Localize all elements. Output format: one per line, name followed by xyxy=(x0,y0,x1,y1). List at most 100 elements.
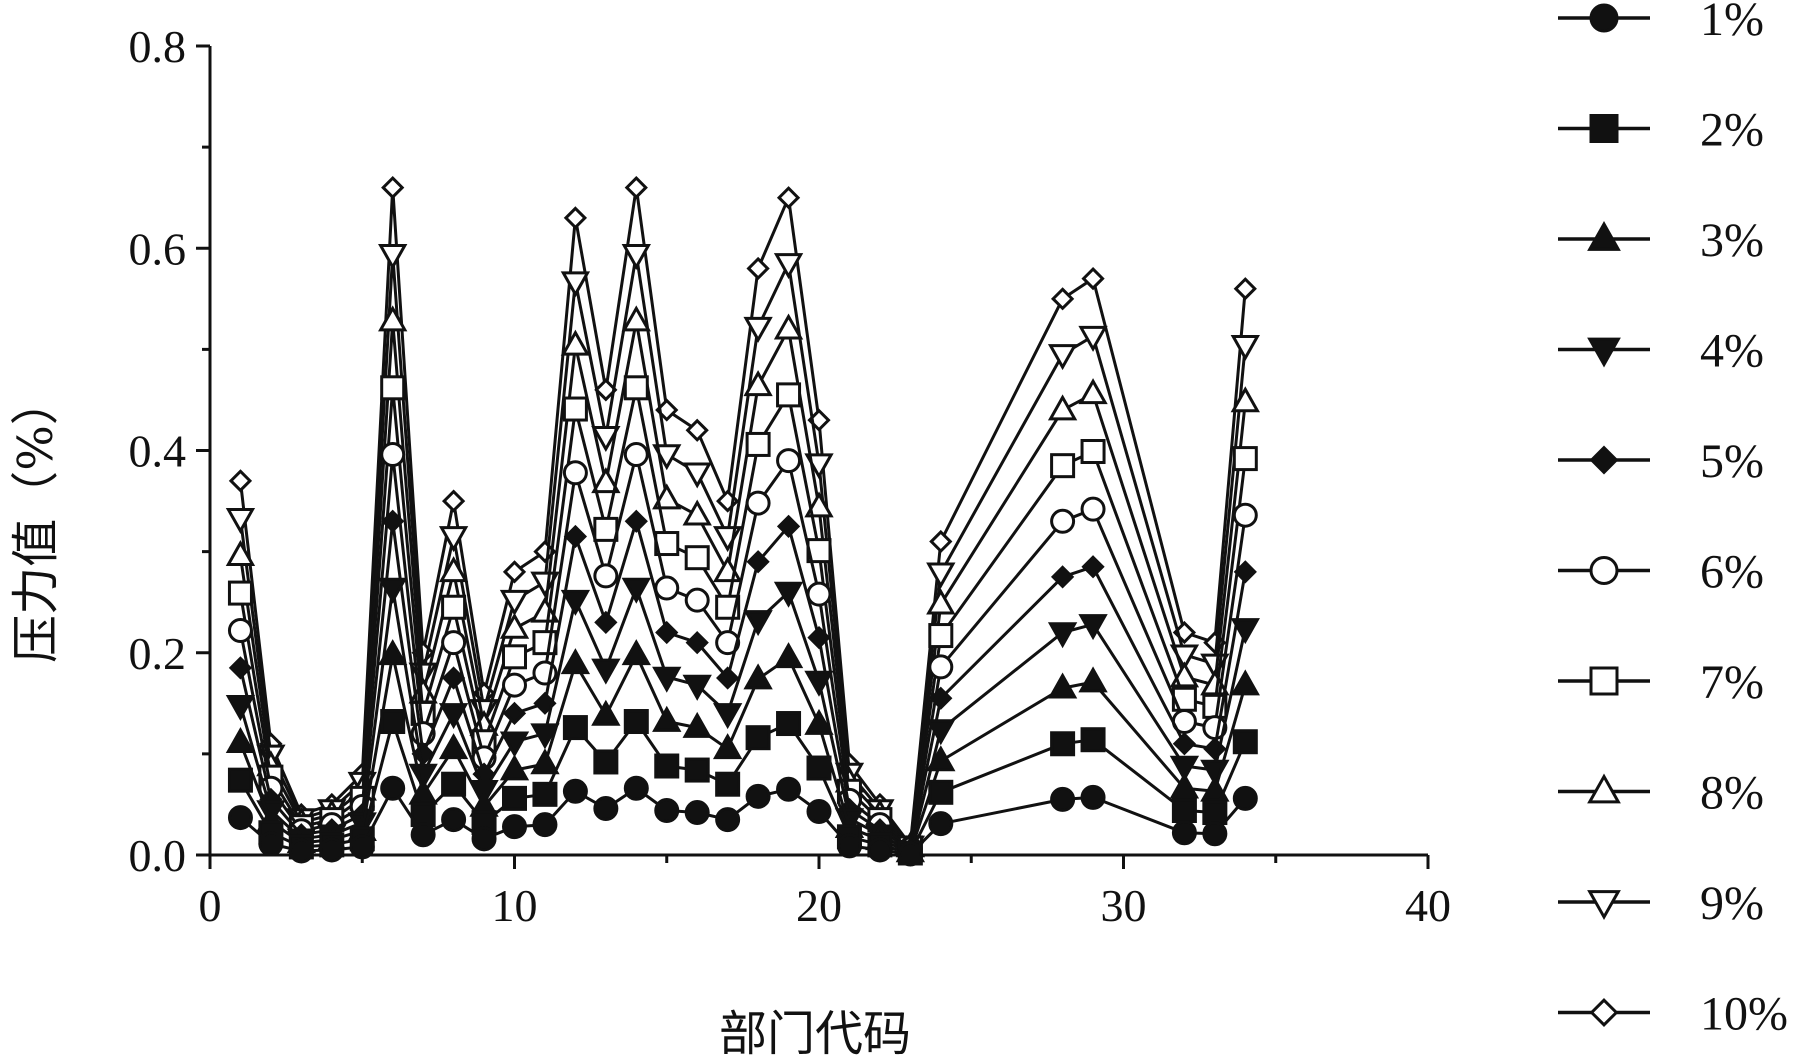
data-point xyxy=(684,757,710,783)
data-point xyxy=(471,826,497,852)
data-point xyxy=(288,838,314,864)
data-point xyxy=(380,709,406,735)
data-point xyxy=(1047,394,1078,421)
legend: 1% 2% 3% 4% 5% 6% 7% 8% 9% 10% xyxy=(1558,0,1788,1041)
data-point xyxy=(1078,378,1108,405)
legend-item: 4% xyxy=(1558,325,1764,378)
data-point xyxy=(715,807,741,833)
data-point xyxy=(773,642,804,669)
data-point xyxy=(227,767,253,793)
data-point xyxy=(562,778,588,804)
x-axis-title: 部门代码 xyxy=(719,1006,911,1060)
data-point xyxy=(652,666,682,693)
data-point xyxy=(502,785,527,811)
data-point xyxy=(654,753,680,779)
data-point xyxy=(621,305,651,332)
data-point xyxy=(560,648,591,675)
data-point xyxy=(715,771,741,797)
data-point xyxy=(776,711,802,737)
legend-marker xyxy=(1589,114,1619,143)
data-point xyxy=(410,822,436,848)
data-point xyxy=(926,719,956,746)
legend-marker xyxy=(1587,773,1621,804)
legend-item: 5% xyxy=(1558,435,1764,488)
legend-item: 3% xyxy=(1558,214,1764,267)
data-point xyxy=(502,560,527,584)
data-point xyxy=(621,577,651,604)
data-point xyxy=(594,378,618,402)
data-point xyxy=(532,812,558,838)
data-point xyxy=(1047,672,1078,699)
data-point xyxy=(225,727,256,754)
data-point xyxy=(1081,266,1105,291)
data-point xyxy=(502,701,527,726)
data-point xyxy=(867,837,893,863)
legend-label: 10% xyxy=(1700,988,1788,1041)
data-point xyxy=(654,798,680,824)
data-point xyxy=(928,623,954,649)
data-point xyxy=(773,253,804,280)
data-point xyxy=(530,596,560,623)
legend-label: 1% xyxy=(1700,0,1764,46)
series-layer xyxy=(225,175,1260,867)
data-point xyxy=(1080,727,1106,753)
data-point xyxy=(652,483,682,510)
data-point xyxy=(591,426,621,453)
data-point xyxy=(685,631,709,655)
data-point xyxy=(929,529,953,554)
legend-label: 3% xyxy=(1700,214,1764,267)
data-point xyxy=(928,779,954,805)
data-point xyxy=(623,709,649,735)
data-point xyxy=(1230,669,1260,696)
data-point xyxy=(227,618,253,644)
data-point xyxy=(349,834,375,860)
data-point xyxy=(623,775,649,801)
data-point xyxy=(1230,335,1260,362)
data-point xyxy=(499,589,530,616)
data-point xyxy=(591,467,621,494)
data-point xyxy=(562,396,588,422)
data-point xyxy=(563,524,588,549)
y-tick-label: 0.6 xyxy=(129,223,187,274)
data-point xyxy=(381,509,405,533)
legend-label: 6% xyxy=(1700,546,1764,599)
data-point xyxy=(593,795,619,821)
data-point xyxy=(228,656,253,680)
data-point xyxy=(380,775,406,801)
data-point xyxy=(438,526,469,553)
data-point xyxy=(776,776,802,802)
x-tick-label: 0 xyxy=(199,880,222,931)
data-point xyxy=(776,448,802,474)
legend-label: 8% xyxy=(1700,767,1764,820)
data-point xyxy=(806,581,832,607)
data-point xyxy=(1172,732,1197,756)
data-point xyxy=(716,666,740,690)
data-point xyxy=(682,462,712,489)
data-point xyxy=(621,244,651,271)
data-point xyxy=(1232,785,1258,811)
data-point xyxy=(624,509,648,533)
data-point xyxy=(806,799,832,825)
data-point xyxy=(655,620,679,645)
data-point xyxy=(441,630,467,656)
data-point xyxy=(746,550,770,574)
data-point xyxy=(499,612,530,639)
data-point xyxy=(502,644,527,670)
data-point xyxy=(1080,439,1106,465)
data-point xyxy=(746,256,770,281)
data-point xyxy=(1232,729,1258,755)
data-point xyxy=(594,610,618,635)
data-point xyxy=(1080,496,1106,522)
data-point xyxy=(1232,446,1258,472)
data-point xyxy=(804,491,834,518)
data-point xyxy=(804,670,834,697)
data-point xyxy=(227,805,253,831)
legend-marker xyxy=(1589,445,1619,475)
data-point xyxy=(1078,325,1108,352)
data-point xyxy=(836,833,862,859)
data-point xyxy=(441,666,466,690)
data-point xyxy=(1050,287,1075,311)
data-point xyxy=(807,625,831,650)
data-point xyxy=(654,575,680,601)
